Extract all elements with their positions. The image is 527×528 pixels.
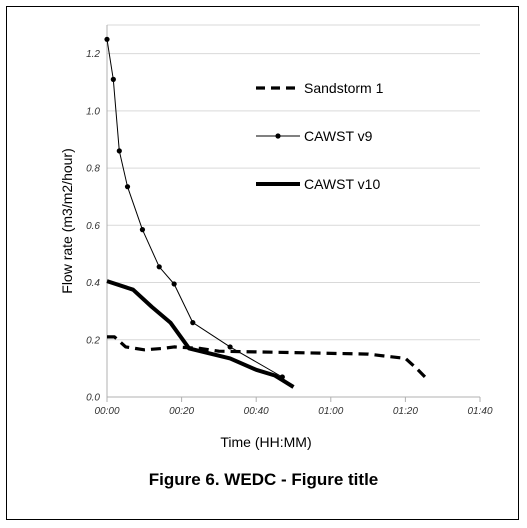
y-tick-label: 0.2 (86, 335, 100, 346)
y-tick-label: 1.0 (86, 106, 100, 117)
x-tick-label: 01:20 (393, 406, 418, 417)
series-layer (104, 36, 429, 389)
x-tick-label: 01:00 (318, 406, 343, 417)
y-tick-label: 0.6 (86, 221, 100, 232)
axes (106, 25, 481, 402)
data-point-cawst-v9 (116, 148, 122, 154)
tick-labels: 0.0 0.2 0.4 0.6 0.8 1.0 1.2 00:00 00:20 00:40 01:0… (86, 49, 493, 417)
y-tick-label: 0.4 (86, 278, 100, 289)
data-point-cawst-v9 (110, 76, 116, 82)
x-tick-label: 01:40 (467, 406, 492, 417)
data-point-cawst-v9 (104, 36, 110, 42)
flow-rate-chart: 0.0 0.2 0.4 0.6 0.8 1.0 1.2 00:00 00:20 00:40 01:0… (59, 24, 493, 450)
series-line-sandstorm-1 (107, 335, 429, 381)
legend-marker-cawst-v9 (275, 133, 281, 139)
data-point-cawst-v9 (190, 320, 196, 326)
x-tick-label: 00:40 (244, 406, 269, 417)
grid-lines (107, 24, 480, 341)
data-point-cawst-v9 (171, 281, 177, 287)
y-tick-label: 1.2 (86, 49, 100, 60)
data-point-cawst-v9 (124, 184, 131, 190)
y-tick-label: 0.8 (86, 164, 100, 175)
y-tick-label: 0.0 (86, 393, 100, 404)
data-point-cawst-v9 (139, 227, 146, 233)
figure-caption: Figure 6. WEDC - Figure title (148, 470, 379, 489)
legend-label-cawst-v9: CAWST v9 (304, 128, 373, 144)
x-axis-title: Time (HH:MM) (220, 434, 311, 450)
figure-frame (6, 6, 519, 520)
data-point-cawst-v9 (156, 264, 162, 270)
x-tick-label: 00:00 (94, 406, 119, 417)
x-tick-label: 00:20 (169, 406, 194, 417)
legend-label-cawst-v10: CAWST v10 (304, 176, 380, 192)
series-line-cawst-v9 (106, 39, 283, 378)
legend: Sandstorm 1 CAWST v9 CAWST v10 (256, 80, 384, 192)
y-axis-title: Flow rate (m3/m2/hour) (59, 148, 75, 293)
legend-label-sandstorm-1: Sandstorm 1 (304, 80, 384, 96)
data-point-cawst-v9 (227, 344, 233, 350)
series-line-cawst-v10 (106, 279, 295, 389)
